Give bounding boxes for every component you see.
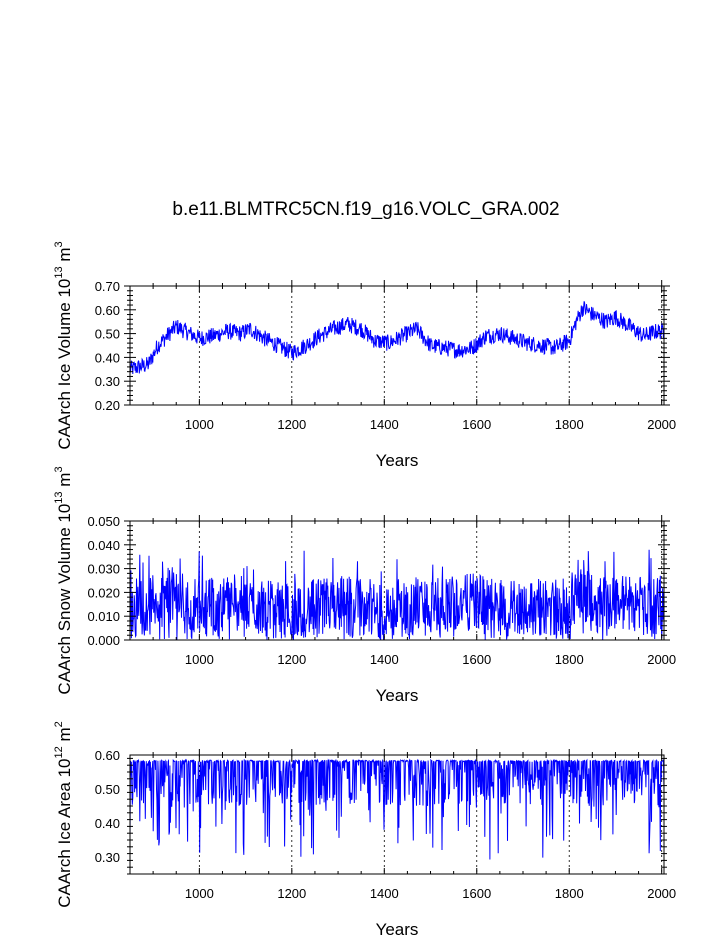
x-tick-label: 1000 [185, 886, 214, 901]
y-tick-label: 0.60 [95, 303, 120, 318]
y-tick-label: 0.020 [87, 585, 120, 600]
y-tick-label: 0.030 [87, 562, 120, 577]
y-tick-label: 0.60 [95, 748, 120, 763]
y-tick-label: 0.50 [95, 782, 120, 797]
y-tick-label: 0.000 [87, 633, 120, 648]
y-tick-label: 0.40 [95, 816, 120, 831]
panel-1: 1000 1200 1400 1600 1800 2000 0.20 0.30 0.40 0.50… [53, 241, 676, 470]
y-axis-label: CAArch Ice Area 1012 m2 [53, 721, 74, 908]
panel-3: 1000 1200 1400 1600 1800 2000 0.30 0.40 0.50 0.60… [53, 721, 676, 935]
series-line [129, 549, 665, 641]
plot-frame [129, 754, 665, 875]
series-line [129, 758, 665, 860]
x-tick-label: 1800 [555, 652, 584, 667]
y-tick-label: 0.050 [87, 514, 120, 529]
y-tick-label: 0.30 [95, 374, 120, 389]
x-tick-label: 1200 [277, 886, 306, 901]
y-tick-label: 0.30 [95, 850, 120, 865]
x-axis-label: Years [376, 686, 419, 705]
x-axis-label: Years [376, 451, 419, 470]
x-tick-label: 1800 [555, 417, 584, 432]
plot-frame [129, 285, 665, 406]
x-tick-label: 2000 [647, 886, 676, 901]
x-axis-label: Years [376, 920, 419, 935]
x-tick-label: 1600 [462, 652, 491, 667]
series-line [129, 301, 665, 375]
x-tick-label: 1400 [370, 417, 399, 432]
y-tick-label: 0.040 [87, 538, 120, 553]
y-tick-label: 0.70 [95, 279, 120, 294]
y-axis-label: CAArch Snow Volume 1013 m3 [53, 466, 74, 694]
y-tick-label: 0.010 [87, 609, 120, 624]
x-tick-label: 1200 [277, 652, 306, 667]
x-tick-label: 1400 [370, 886, 399, 901]
y-tick-label: 0.50 [95, 327, 120, 342]
x-tick-label: 1600 [462, 886, 491, 901]
plot-frame [129, 520, 665, 641]
x-tick-label: 1000 [185, 417, 214, 432]
x-tick-label: 1800 [555, 886, 584, 901]
x-tick-label: 1000 [185, 652, 214, 667]
y-tick-label: 0.40 [95, 350, 120, 365]
x-tick-label: 1600 [462, 417, 491, 432]
panel-2: 1000 1200 1400 1600 1800 2000 0.000 0.010 0.020 0… [53, 466, 676, 705]
x-tick-label: 1400 [370, 652, 399, 667]
y-tick-label: 0.20 [95, 398, 120, 413]
chart-title: b.e11.BLMTRC5CN.f19_g16.VOLC_GRA.002 [172, 199, 559, 220]
x-tick-label: 1200 [277, 417, 306, 432]
x-tick-label: 2000 [647, 417, 676, 432]
y-axis-label: CAArch Ice Volume 1013 m3 [53, 241, 74, 449]
x-tick-label: 2000 [647, 652, 676, 667]
